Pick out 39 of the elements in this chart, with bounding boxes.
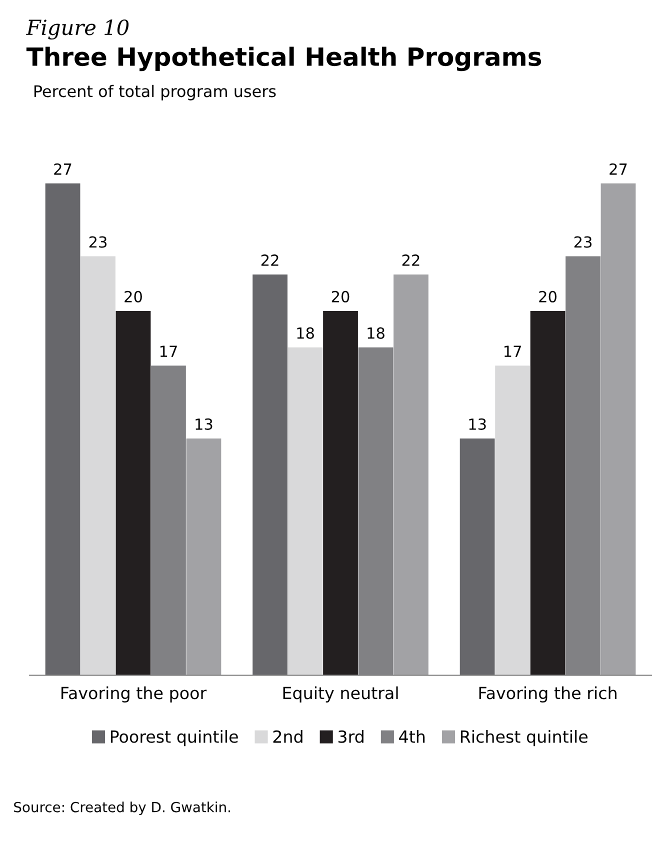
data-label: 23	[574, 236, 592, 248]
bar	[116, 310, 151, 676]
data-label: 20	[332, 290, 350, 302]
legend-label: 4th	[399, 730, 425, 743]
x-tick-label: Favoring the poor	[62, 686, 207, 703]
data-label: 22	[402, 254, 420, 266]
data-label: 17	[160, 346, 177, 357]
data-label: 18	[368, 327, 384, 339]
bar	[600, 183, 636, 676]
data-label: 13	[196, 418, 212, 430]
source-note: Source: Created by D. Gwatkin.	[14, 802, 230, 816]
caption: Figure 10	[26, 19, 129, 40]
data-label: 20	[539, 290, 556, 302]
chart-title: Three Hypothetical Health Programs	[26, 46, 542, 72]
data-label: 27	[54, 163, 72, 175]
data-label: 17	[504, 346, 521, 357]
bar	[495, 366, 530, 676]
bar	[323, 310, 358, 676]
data-label: 13	[469, 418, 486, 430]
x-tick-label: Favoring the rich	[479, 686, 616, 703]
data-label: 23	[89, 236, 107, 248]
legend-label: 2nd	[273, 730, 302, 743]
bar	[394, 274, 428, 676]
legend-label: Poorest quintile	[110, 730, 238, 746]
data-label: 18	[297, 327, 314, 339]
legend-label: 3rd	[338, 730, 364, 743]
bar	[80, 256, 116, 676]
bar	[460, 438, 495, 676]
x-tick-label: Equity neutral	[283, 686, 398, 703]
bar	[288, 347, 323, 676]
chart-subtitle: Percent of total program users	[34, 84, 276, 100]
bar	[252, 274, 288, 676]
bar	[186, 438, 222, 676]
data-label: 20	[124, 290, 142, 302]
data-label: 22	[261, 254, 278, 266]
bar	[530, 310, 566, 676]
data-label: 27	[610, 163, 627, 175]
legend-label: Richest quintile	[460, 730, 588, 746]
bar	[45, 183, 80, 676]
